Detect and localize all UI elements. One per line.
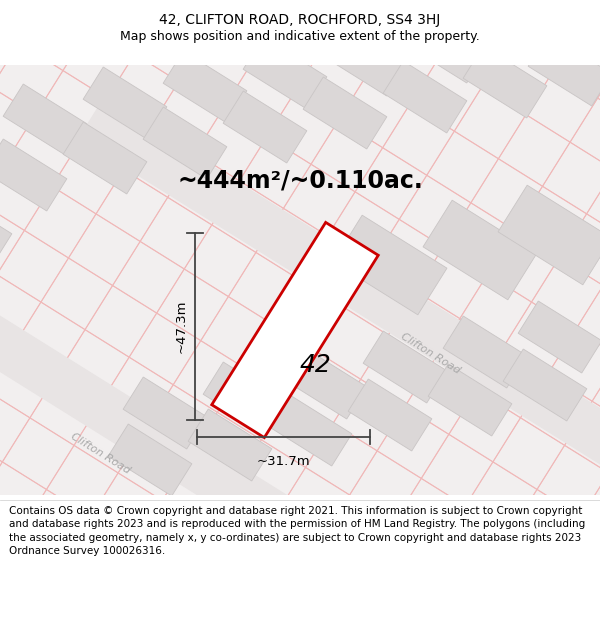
Polygon shape [203, 362, 287, 434]
Text: Map shows position and indicative extent of the property.: Map shows position and indicative extent… [120, 30, 480, 43]
Polygon shape [498, 185, 600, 285]
Polygon shape [123, 377, 207, 449]
Polygon shape [348, 379, 432, 451]
Polygon shape [463, 46, 547, 118]
Polygon shape [63, 122, 147, 194]
Polygon shape [243, 37, 327, 109]
Polygon shape [3, 84, 87, 156]
Polygon shape [303, 77, 387, 149]
Text: Clifton Road: Clifton Road [68, 431, 131, 475]
Polygon shape [108, 424, 192, 496]
Polygon shape [163, 51, 247, 123]
Polygon shape [483, 0, 567, 71]
Text: ~31.7m: ~31.7m [257, 455, 310, 468]
Polygon shape [143, 107, 227, 179]
Polygon shape [443, 316, 527, 388]
Polygon shape [283, 347, 367, 419]
Polygon shape [383, 61, 467, 133]
Polygon shape [323, 24, 407, 96]
Text: Clifton Road: Clifton Road [398, 331, 461, 375]
Polygon shape [83, 67, 167, 139]
Text: Contains OS data © Crown copyright and database right 2021. This information is : Contains OS data © Crown copyright and d… [9, 506, 585, 556]
Polygon shape [223, 91, 307, 163]
Text: ~47.3m: ~47.3m [175, 300, 187, 353]
Polygon shape [0, 139, 67, 211]
Polygon shape [333, 215, 447, 315]
Polygon shape [212, 222, 378, 438]
Polygon shape [0, 192, 482, 625]
Polygon shape [363, 331, 447, 403]
Text: 42, CLIFTON ROAD, ROCHFORD, SS4 3HJ: 42, CLIFTON ROAD, ROCHFORD, SS4 3HJ [160, 13, 440, 28]
Polygon shape [528, 34, 600, 106]
Polygon shape [403, 11, 487, 83]
Polygon shape [0, 194, 12, 266]
Polygon shape [188, 409, 272, 481]
Text: ~444m²/~0.110ac.: ~444m²/~0.110ac. [177, 168, 423, 192]
Polygon shape [268, 394, 352, 466]
Polygon shape [518, 301, 600, 373]
Text: 42: 42 [299, 353, 331, 377]
Polygon shape [428, 364, 512, 436]
Polygon shape [78, 98, 600, 562]
Polygon shape [503, 349, 587, 421]
Polygon shape [423, 200, 537, 300]
